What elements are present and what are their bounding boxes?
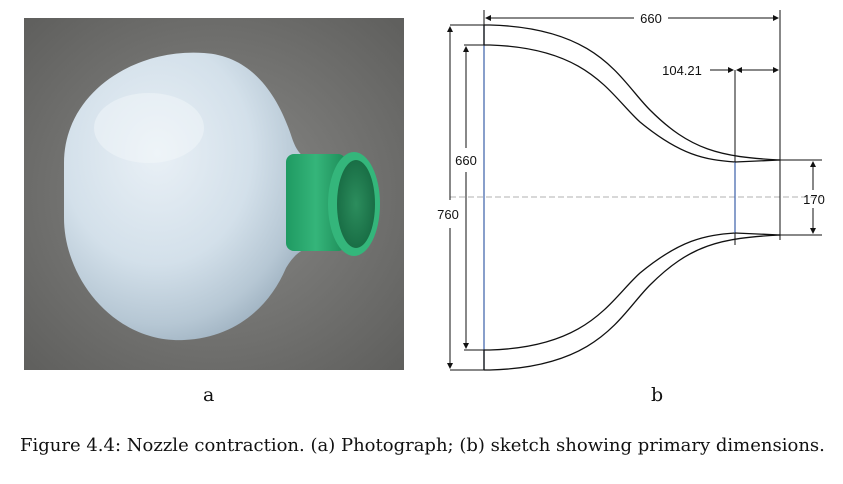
outlet-wall-top: [735, 160, 780, 162]
panel-b-label: b: [651, 384, 663, 406]
outer-wall-bottom: [484, 235, 780, 370]
nozzle-photo-image: [24, 18, 404, 370]
nozzle-photograph: [24, 18, 404, 370]
dim-length-label: 660: [640, 11, 662, 26]
nozzle-sketch-drawing: 660 104.21 760 660 170: [420, 0, 843, 385]
outer-wall-top: [484, 25, 780, 160]
figure-caption: Figure 4.4: Nozzle contraction. (a) Phot…: [20, 435, 823, 456]
dim-outer-diameter-label: 760: [437, 207, 459, 222]
outlet-wall-bottom: [735, 233, 780, 235]
dim-inner-diameter-label: 660: [455, 153, 477, 168]
dim-outlet-length-label: 104.21: [662, 63, 702, 78]
panel-a-label: a: [203, 384, 214, 406]
dim-outlet-diameter-label: 170: [803, 192, 825, 207]
nozzle-sketch: 660 104.21 760 660 170: [420, 0, 843, 385]
